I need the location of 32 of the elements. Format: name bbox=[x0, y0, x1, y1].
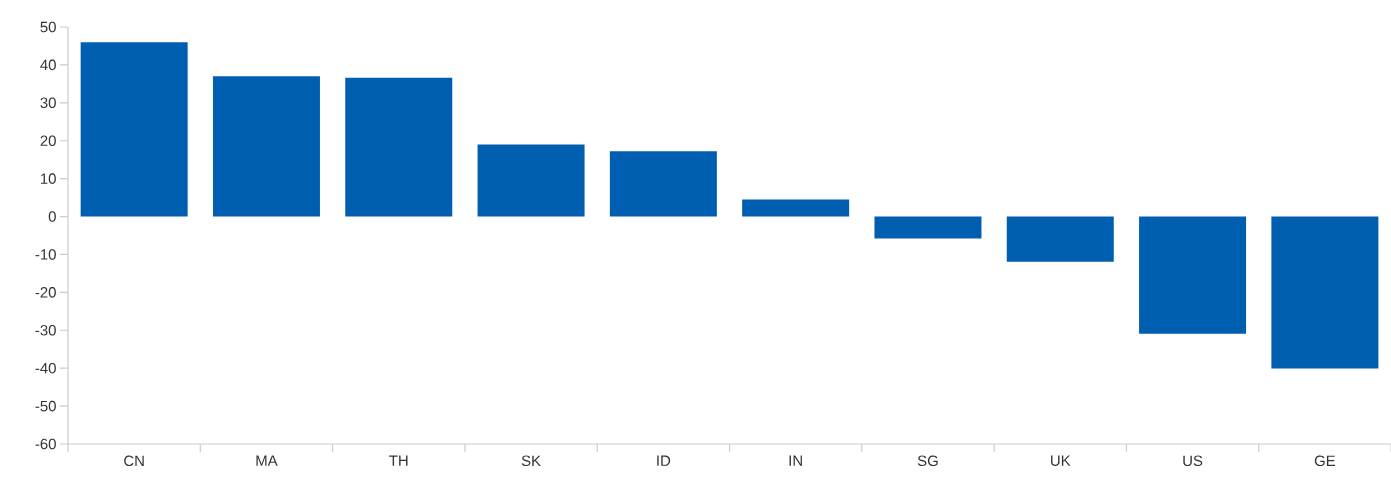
x-tick-label: MA bbox=[256, 455, 278, 466]
bar bbox=[874, 216, 982, 239]
bar bbox=[1139, 216, 1247, 334]
x-tick-label: SG bbox=[917, 455, 938, 467]
y-tick-label: 10 bbox=[41, 173, 56, 184]
y-tick-label: -10 bbox=[35, 249, 56, 260]
bar bbox=[1271, 216, 1379, 369]
x-tick-label: SK bbox=[521, 455, 541, 467]
x-tick-label: US bbox=[1183, 455, 1203, 467]
y-tick-label: 20 bbox=[40, 135, 56, 147]
y-tick-label: -50 bbox=[35, 400, 56, 412]
bar bbox=[80, 42, 188, 217]
bar bbox=[609, 151, 717, 217]
x-tick-label: ID bbox=[657, 455, 671, 466]
bar bbox=[742, 199, 850, 217]
bar bbox=[1006, 216, 1114, 262]
x-tick-label: IN bbox=[789, 455, 802, 466]
bar bbox=[345, 77, 453, 217]
y-tick-label: 30 bbox=[40, 97, 56, 109]
bar bbox=[477, 144, 585, 217]
y-tick-label: -30 bbox=[35, 324, 56, 336]
y-tick-label: -40 bbox=[35, 362, 56, 374]
y-tick-label: 0 bbox=[48, 211, 56, 222]
x-tick-label: CN bbox=[124, 455, 144, 467]
y-tick-label: 40 bbox=[40, 59, 56, 71]
y-tick-label: -20 bbox=[35, 287, 56, 298]
x-tick-label: UK bbox=[1051, 455, 1071, 466]
y-tick-label: -60 bbox=[35, 438, 56, 450]
y-tick-label: 50 bbox=[40, 21, 56, 33]
x-tick-label: GE bbox=[1314, 455, 1336, 467]
x-tick-label: TH bbox=[389, 455, 408, 466]
bar bbox=[212, 76, 320, 217]
